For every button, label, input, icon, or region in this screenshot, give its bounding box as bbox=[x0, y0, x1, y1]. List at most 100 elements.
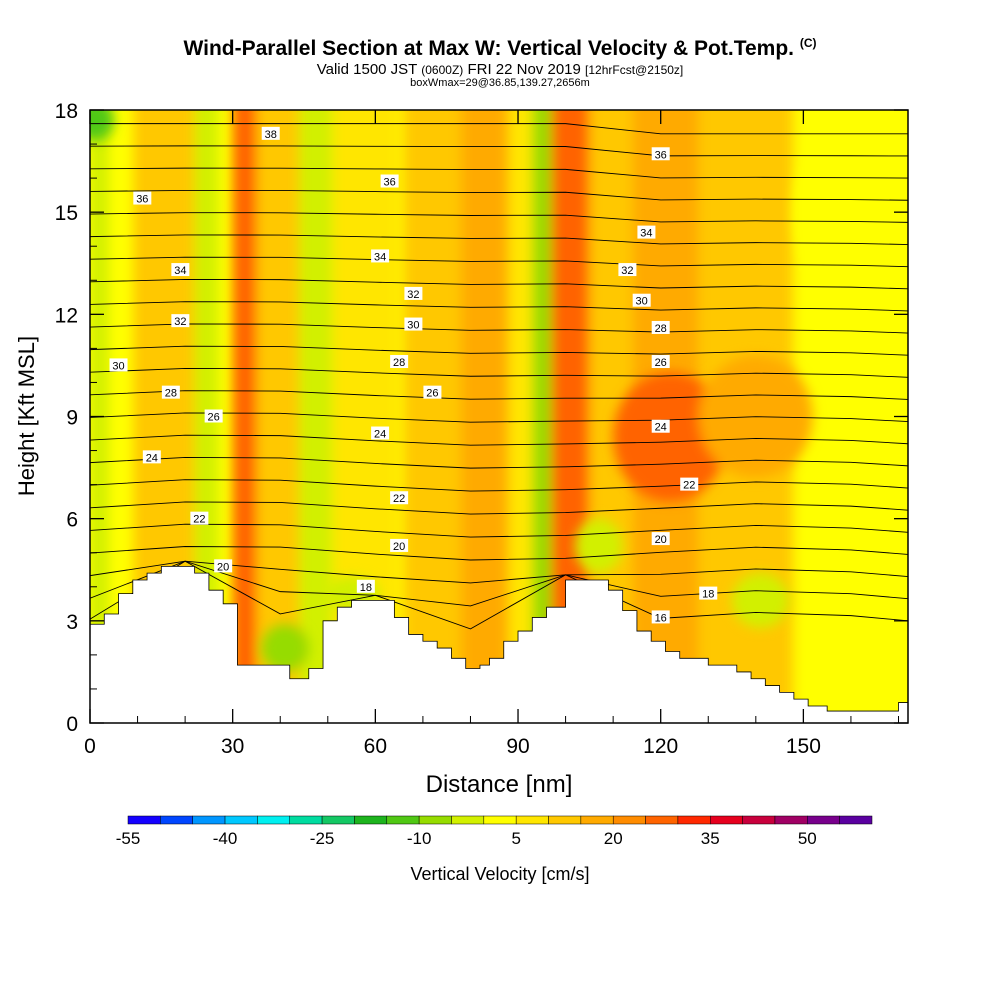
colorbar-tick-label: 5 bbox=[511, 829, 520, 848]
pot-temp-label-text: 24 bbox=[146, 452, 158, 464]
pot-temp-label-text: 26 bbox=[426, 388, 438, 400]
colorbar-swatch bbox=[677, 815, 711, 825]
colorbar-tick-label: 20 bbox=[604, 829, 623, 848]
pot-temp-label-bg bbox=[651, 320, 670, 334]
colorbar-swatch bbox=[451, 815, 485, 825]
pot-temp-contour bbox=[90, 560, 908, 607]
pot-temp-label-bg bbox=[699, 586, 718, 600]
pot-temp-label: 36 bbox=[133, 191, 152, 206]
pot-temp-label-text: 20 bbox=[217, 561, 229, 573]
pot-temp-label: 24 bbox=[142, 450, 161, 464]
y-tick-label: 18 bbox=[55, 100, 78, 123]
valid-zulu: (0600Z) bbox=[421, 63, 464, 77]
valid-time-line: Valid 1500 JST (0600Z) FRI 22 Nov 2019 [… bbox=[0, 61, 1000, 78]
pot-temp-label-text: 34 bbox=[374, 251, 386, 263]
pot-temp-label-bg bbox=[423, 385, 442, 399]
y-tick-label: 3 bbox=[66, 611, 78, 634]
velocity-band bbox=[460, 110, 509, 723]
pot-temp-label: 30 bbox=[404, 317, 423, 332]
colorbar-swatch bbox=[354, 815, 388, 825]
colorbar-swatch bbox=[612, 815, 646, 825]
y-tick-label: 12 bbox=[55, 304, 78, 327]
colorbar-tick-label: -40 bbox=[213, 829, 238, 848]
pot-temp-label-text: 22 bbox=[393, 493, 405, 505]
pot-temp-label-bg bbox=[390, 538, 409, 552]
pot-temp-label-text: 30 bbox=[112, 360, 124, 372]
pot-temp-contour bbox=[90, 501, 908, 515]
velocity-field: 38 36 36 36 34 34 34 32 32 32 30 30 30 28 28 28 26 26 26 24… bbox=[90, 110, 908, 723]
pot-temp-label: 34 bbox=[371, 249, 390, 263]
pot-temp-label: 22 bbox=[680, 477, 699, 492]
colorbar-tick-label: 35 bbox=[701, 829, 720, 848]
pot-temp-label-bg bbox=[637, 225, 656, 239]
pot-temp-label-text: 34 bbox=[640, 228, 652, 240]
pot-temp-contour bbox=[90, 145, 908, 157]
pot-temp-contour bbox=[90, 278, 908, 290]
pot-temp-contour bbox=[90, 167, 908, 179]
pot-temp-label: 18 bbox=[356, 579, 375, 594]
pot-temp-label: 30 bbox=[632, 293, 651, 308]
velocity-blob bbox=[732, 573, 790, 628]
pot-temp-label-bg bbox=[404, 317, 423, 331]
pot-temp-label: 26 bbox=[423, 385, 442, 400]
velocity-blob bbox=[90, 110, 114, 141]
pot-temp-contour bbox=[90, 367, 908, 378]
pot-temp-label-bg bbox=[651, 610, 670, 624]
pot-temp-label: 32 bbox=[618, 263, 637, 277]
x-tick-label: 150 bbox=[786, 735, 821, 758]
velocity-blob bbox=[793, 127, 908, 298]
velocity-blob bbox=[261, 624, 309, 672]
pot-temp-label-bg bbox=[133, 191, 152, 205]
pot-temp-label-text: 36 bbox=[383, 177, 395, 189]
velocity-band bbox=[508, 110, 533, 723]
colorbar-swatch bbox=[807, 815, 840, 825]
pot-temp-label-text: 32 bbox=[174, 316, 186, 328]
pot-temp-label-text: 28 bbox=[393, 357, 405, 369]
colorbar-swatch bbox=[580, 815, 614, 825]
pot-temp-label-text: 24 bbox=[374, 429, 386, 441]
pot-temp-label: 32 bbox=[404, 286, 423, 301]
colorbar-tick-label: -55 bbox=[116, 829, 141, 848]
colorbar-swatch bbox=[386, 815, 420, 825]
colorbar-swatch bbox=[742, 815, 776, 825]
pot-temp-label-bg bbox=[142, 450, 161, 464]
pot-temp-contour bbox=[90, 345, 908, 356]
pot-temp-label-text: 36 bbox=[655, 149, 667, 161]
copyright-mark: (C) bbox=[799, 36, 817, 50]
box-info: boxWmax=29@36.85,139.27,2656m bbox=[410, 77, 590, 89]
pot-temp-label-text: 26 bbox=[208, 412, 220, 424]
pot-temp-label-text: 38 bbox=[265, 129, 277, 141]
pot-temp-label-text: 18 bbox=[360, 582, 372, 594]
pot-temp-label-bg bbox=[109, 358, 128, 372]
pot-temp-label-text: 16 bbox=[655, 612, 667, 624]
x-tick-label: 30 bbox=[221, 735, 244, 758]
colorbar-swatch bbox=[839, 815, 873, 825]
pot-temp-label-text: 26 bbox=[655, 357, 667, 369]
pot-temp-label: 38 bbox=[261, 126, 280, 141]
pot-temp-label-bg bbox=[651, 355, 670, 369]
pot-temp-label-bg bbox=[680, 477, 699, 491]
pot-temp-label: 32 bbox=[171, 314, 190, 328]
pot-temp-label-bg bbox=[261, 126, 280, 140]
pot-temp-labels: 38 36 36 36 34 34 34 32 32 32 30 30 30 28 28 28 26 26 26 24… bbox=[109, 126, 718, 624]
pot-temp-label-text: 30 bbox=[407, 320, 419, 332]
valid-date: FRI 22 Nov 2019 bbox=[467, 61, 581, 78]
pot-temp-contour bbox=[90, 546, 908, 561]
colorbar-swatch bbox=[127, 815, 161, 825]
pot-temp-label-bg bbox=[390, 355, 409, 369]
colorbar-swatch bbox=[257, 815, 290, 825]
pot-temp-label: 36 bbox=[651, 147, 670, 161]
pot-temp-label-bg bbox=[171, 263, 190, 277]
y-tick-label: 6 bbox=[66, 509, 78, 532]
y-tick-label: 9 bbox=[66, 407, 78, 430]
pot-temp-label-text: 28 bbox=[655, 323, 667, 335]
colorbar-swatch bbox=[483, 815, 517, 825]
pot-temp-label: 16 bbox=[651, 610, 670, 624]
velocity-blob bbox=[613, 372, 728, 502]
pot-temp-label: 18 bbox=[699, 586, 718, 601]
colorbar-swatch bbox=[289, 815, 323, 825]
pot-temp-label-text: 28 bbox=[165, 388, 177, 400]
pot-temp-label: 20 bbox=[651, 532, 670, 546]
pot-temp-contour bbox=[90, 457, 908, 469]
colorbar-tick-label: -25 bbox=[310, 829, 335, 848]
